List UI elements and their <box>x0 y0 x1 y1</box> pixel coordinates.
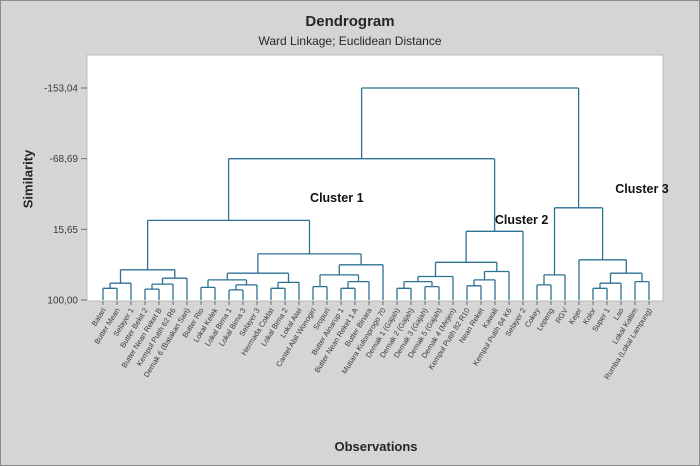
x-axis-title: Observations <box>334 439 418 454</box>
cluster-annotation: Cluster 3 <box>615 182 669 196</box>
y-tick-label: -68,69 <box>50 154 79 165</box>
y-tick-label: -153,04 <box>44 84 78 95</box>
cluster-annotation: Cluster 1 <box>310 191 364 205</box>
y-tick-label: 100,00 <box>47 296 78 307</box>
y-tick-label: 15,65 <box>53 225 78 236</box>
chart-title: Dendrogram <box>305 13 395 30</box>
cluster-annotation: Cluster 2 <box>495 213 549 227</box>
plot-area <box>86 54 664 302</box>
chart-subtitle: Ward Linkage; Euclidean Distance <box>258 34 442 48</box>
leaf-label: Kejer <box>567 306 584 326</box>
dendrogram-lines <box>102 87 650 300</box>
